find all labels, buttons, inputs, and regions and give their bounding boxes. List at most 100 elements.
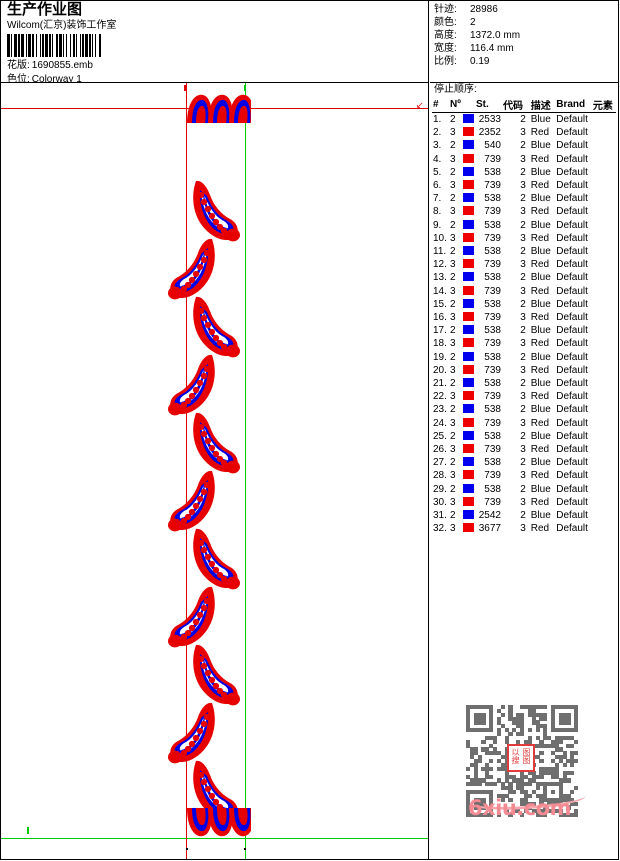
cell-number: 3 — [449, 259, 456, 271]
table-row[interactable]: 17. 2 538 2 Blue Default — [432, 324, 616, 337]
table-row[interactable]: 31. 2 2542 2 Blue Default — [432, 509, 616, 522]
th-element: 元素 — [591, 97, 616, 113]
cell-brand: Default — [556, 219, 588, 231]
barcode-bar — [49, 34, 51, 57]
cell-brand: Default — [556, 232, 588, 244]
cell-description: Red — [530, 232, 550, 244]
cell-element — [592, 522, 616, 535]
table-row[interactable]: 28. 3 739 3 Red Default — [432, 469, 616, 482]
table-row[interactable]: 9. 2 538 2 Blue Default — [432, 219, 616, 232]
barcode-bar — [66, 34, 67, 57]
cell-element — [592, 166, 616, 179]
cell-code: 3 — [520, 364, 526, 376]
table-row[interactable]: 3. 2 540 2 Blue Default — [432, 139, 616, 152]
table-row[interactable]: 26. 3 739 3 Red Default — [432, 443, 616, 456]
table-row[interactable]: 25. 2 538 2 Blue Default — [432, 430, 616, 443]
cell-brand: Default — [556, 140, 588, 152]
table-row[interactable]: 24. 3 739 3 Red Default — [432, 417, 616, 430]
table-row[interactable]: 14. 3 739 3 Red Default — [432, 285, 616, 298]
cell-code: 3 — [520, 180, 526, 192]
barcode-bar — [26, 34, 27, 57]
cell-description: Blue — [530, 510, 551, 522]
summary-value-height: 1372.0 mm — [470, 30, 521, 41]
table-row[interactable]: 20. 3 739 3 Red Default — [432, 364, 616, 377]
design-file-row: 花版: 1690855.emb — [7, 60, 93, 72]
cell-element — [592, 179, 616, 192]
cell-stitches: 739 — [484, 312, 501, 324]
table-row[interactable]: 5. 2 538 2 Blue Default — [432, 166, 616, 179]
table-row[interactable]: 21. 2 538 2 Blue Default — [432, 377, 616, 390]
color-swatch — [463, 246, 475, 256]
table-row[interactable]: 23. 2 538 2 Blue Default — [432, 403, 616, 416]
cell-code: 2 — [520, 430, 526, 442]
table-row[interactable]: 7. 2 538 2 Blue Default — [432, 192, 616, 205]
color-swatch-cell — [463, 351, 475, 364]
design-preview-canvas[interactable]: ↙ — [1, 83, 429, 859]
cell-code: 3 — [520, 523, 526, 535]
th-index: # — [432, 97, 449, 113]
cell-index: 5. — [433, 166, 442, 178]
cell-element — [592, 364, 616, 377]
cell-element — [592, 324, 616, 337]
color-swatch-cell — [463, 417, 475, 430]
table-row[interactable]: 4. 3 739 3 Red Default — [432, 153, 616, 166]
cell-number: 2 — [449, 404, 456, 416]
barcode-bar — [92, 34, 93, 57]
cell-description: Blue — [530, 378, 551, 390]
cell-code: 3 — [520, 444, 526, 456]
cell-brand: Default — [556, 496, 588, 508]
cell-description: Red — [530, 496, 550, 508]
table-row[interactable]: 2. 3 2352 3 Red Default — [432, 126, 616, 139]
table-row[interactable]: 6. 3 739 3 Red Default — [432, 179, 616, 192]
guide-line-horizontal-bottom — [1, 838, 428, 839]
table-row[interactable]: 1. 2 2533 2 Blue Default — [432, 113, 616, 127]
cell-element — [592, 456, 616, 469]
color-swatch-cell — [463, 390, 475, 403]
qr-code[interactable]: 以图搜图 — [466, 705, 579, 818]
barcode-bar — [42, 34, 44, 57]
cell-element — [592, 311, 616, 324]
color-swatch-cell — [463, 271, 475, 284]
cell-number: 3 — [449, 285, 456, 297]
cell-code: 2 — [520, 457, 526, 469]
color-swatch-cell — [463, 232, 475, 245]
color-swatch-cell — [463, 496, 475, 509]
table-row[interactable]: 10. 3 739 3 Red Default — [432, 232, 616, 245]
table-row[interactable]: 32. 3 3677 3 Red Default — [432, 522, 616, 535]
table-row[interactable]: 27. 2 538 2 Blue Default — [432, 456, 616, 469]
table-row[interactable]: 30. 3 739 3 Red Default — [432, 496, 616, 509]
barcode-bar — [32, 34, 34, 57]
qr-seal-logo: 以图搜图 — [507, 744, 535, 772]
cell-number: 2 — [449, 378, 456, 390]
cell-number: 3 — [449, 391, 456, 403]
table-row[interactable]: 15. 2 538 2 Blue Default — [432, 298, 616, 311]
table-row[interactable]: 22. 3 739 3 Red Default — [432, 390, 616, 403]
cell-description: Red — [530, 127, 550, 139]
table-row[interactable]: 18. 3 739 3 Red Default — [432, 337, 616, 350]
design-file-label: 花版: — [7, 60, 30, 71]
header-info-block: 生产作业图 Wilcom(汇京)装饰工作室 花版: 1690855.emb 色位:… — [1, 1, 429, 85]
table-row[interactable]: 8. 3 739 3 Red Default — [432, 205, 616, 218]
table-row[interactable]: 13. 2 538 2 Blue Default — [432, 271, 616, 284]
table-row[interactable]: 12. 3 739 3 Red Default — [432, 258, 616, 271]
cell-code: 3 — [520, 338, 526, 350]
cell-brand: Default — [556, 338, 588, 350]
table-row[interactable]: 16. 3 739 3 Red Default — [432, 311, 616, 324]
barcode-bar — [28, 34, 31, 57]
summary-value-width: 116.4 mm — [470, 43, 514, 54]
color-swatch — [463, 114, 475, 123]
table-row[interactable]: 29. 2 538 2 Blue Default — [432, 483, 616, 496]
cell-number: 2 — [449, 351, 456, 363]
barcode-bar — [73, 34, 75, 57]
cell-code: 2 — [520, 166, 526, 178]
color-swatch-cell — [463, 522, 475, 535]
summary-value-colors: 2 — [470, 17, 476, 28]
embroidery-motif-column — [1, 83, 428, 859]
table-row[interactable]: 19. 2 538 2 Blue Default — [432, 351, 616, 364]
table-row[interactable]: 11. 2 538 2 Blue Default — [432, 245, 616, 258]
embroidery-motif — [183, 291, 247, 365]
color-swatch — [463, 206, 475, 216]
embroidery-motif — [161, 233, 225, 307]
cell-element — [592, 232, 616, 245]
cell-brand: Default — [556, 470, 588, 482]
